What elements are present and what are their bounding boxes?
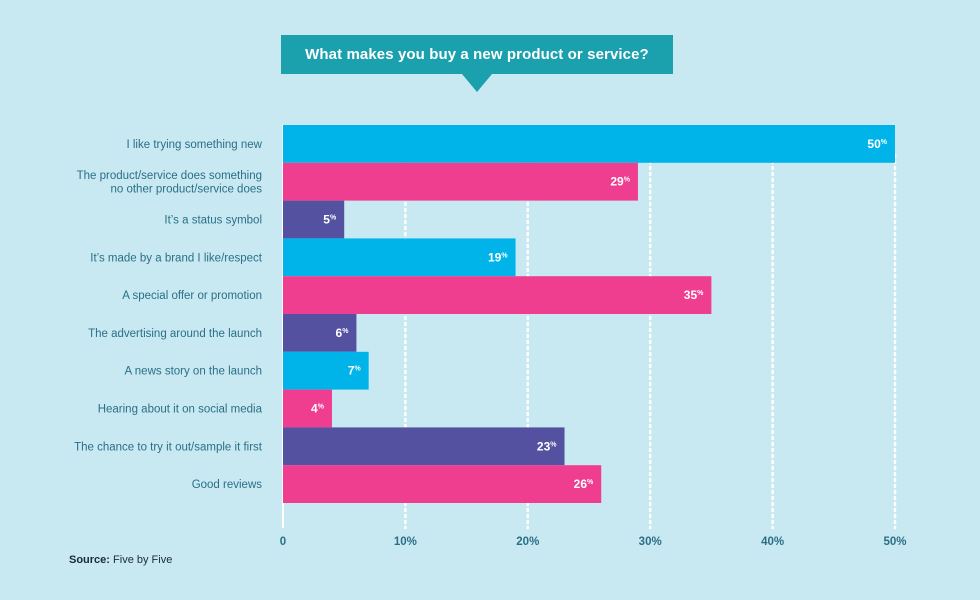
category-label: It’s a status symbol	[164, 215, 262, 227]
x-tick-label: 0	[280, 536, 286, 548]
x-axis-tick-labels: 0 10% 20% 30% 40% 50%	[280, 536, 907, 548]
x-tick-label: 40%	[761, 536, 784, 548]
x-tick-label: 30%	[639, 536, 662, 548]
category-labels: I like trying something new The product/s…	[74, 139, 263, 491]
bar	[283, 200, 345, 239]
chart-title: What makes you buy a new product or serv…	[281, 35, 673, 74]
category-label: I like trying something new	[126, 139, 262, 151]
value-label: 7%	[348, 364, 362, 378]
value-label: 50%	[867, 137, 887, 151]
bars	[283, 125, 895, 503]
value-label: 5%	[323, 213, 337, 227]
bar	[283, 314, 357, 352]
source-text: Five by Five	[113, 554, 173, 566]
value-labels: 50% 29% 5% 19% 35% 6% 7% 4% 23% 26%	[311, 137, 888, 491]
category-label: Hearing about it on social media	[98, 404, 263, 416]
category-label: The advertising around the launch	[88, 328, 262, 340]
value-label: 35%	[684, 288, 704, 302]
bar	[283, 125, 895, 163]
bar	[283, 238, 516, 277]
title-pointer	[462, 74, 492, 92]
value-label: 4%	[311, 402, 325, 416]
bar	[283, 427, 565, 466]
bar	[283, 162, 638, 201]
category-label: A news story on the launch	[125, 366, 262, 378]
value-label: 6%	[336, 326, 350, 340]
value-label: 29%	[610, 175, 630, 189]
x-tick-label: 50%	[883, 536, 906, 548]
bar	[283, 389, 332, 428]
bar	[283, 465, 602, 503]
category-label: The product/service does something no oth…	[77, 170, 263, 196]
x-tick-label: 20%	[516, 536, 539, 548]
bar	[283, 276, 712, 314]
x-tick-label: 10%	[394, 536, 417, 548]
source-label: Source:	[69, 554, 110, 566]
bar	[283, 351, 369, 390]
category-label: A special offer or promotion	[122, 290, 262, 302]
category-label: The chance to try it out/sample it first	[74, 441, 263, 453]
value-label: 19%	[488, 250, 508, 264]
category-label: It’s made by a brand I like/respect	[90, 252, 263, 264]
source-note: Source: Five by Five	[69, 554, 172, 566]
value-label: 26%	[574, 477, 594, 491]
category-label: Good reviews	[192, 479, 263, 491]
value-label: 23%	[537, 439, 557, 453]
